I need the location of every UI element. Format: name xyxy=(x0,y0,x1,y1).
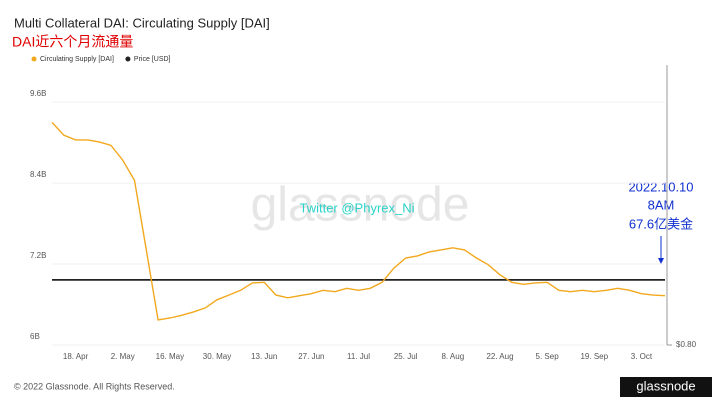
x-tick-label: 27. Jun xyxy=(298,352,324,361)
annotation: 2022.10.10 xyxy=(628,179,693,194)
series-line xyxy=(51,121,666,321)
legend-label: Price [USD] xyxy=(134,56,171,63)
x-tick-label: 13. Jun xyxy=(251,352,277,361)
y-tick-label: 7.2B xyxy=(30,251,46,260)
x-tick-label: 19. Sep xyxy=(580,352,608,361)
x-tick-label: 22. Aug xyxy=(486,352,513,361)
x-tick-label: 18. Apr xyxy=(63,352,89,361)
legend-swatch xyxy=(125,56,131,62)
y-tick-label: 9.6B xyxy=(30,89,46,98)
x-tick-label: 25. Jul xyxy=(394,352,418,361)
legend-swatch xyxy=(31,56,37,62)
annotation: 67.6亿美金 xyxy=(629,216,693,231)
logo: glassnode xyxy=(636,378,695,393)
annotation: 8AM xyxy=(648,197,675,212)
x-tick-label: 16. May xyxy=(156,352,184,361)
legend-label: Circulating Supply [DAI] xyxy=(40,56,114,63)
logo-box xyxy=(620,377,712,397)
watermark: glassnode xyxy=(251,179,470,232)
y2-tick-label: $0.80 xyxy=(676,340,697,349)
chart-subtitle: DAI近六个月流通量 xyxy=(12,34,133,50)
x-tick-label: 5. Sep xyxy=(536,352,560,361)
x-tick-label: 8. Aug xyxy=(441,352,464,361)
x-tick-label: 30. May xyxy=(203,352,231,361)
arrow-head xyxy=(658,258,664,264)
x-tick-label: 11. Jul xyxy=(347,352,370,361)
footer: © 2022 Glassnode. All Rights Reserved. xyxy=(14,381,175,391)
annotation: Twitter @Phyrex_Ni xyxy=(299,200,414,215)
y-tick-label: 6B xyxy=(30,332,40,341)
y-tick-label: 8.4B xyxy=(30,170,46,179)
chart-title: Multi Collateral DAI: Circulating Supply… xyxy=(14,15,270,30)
x-tick-label: 3. Oct xyxy=(631,352,653,361)
x-tick-label: 2. May xyxy=(111,352,135,361)
